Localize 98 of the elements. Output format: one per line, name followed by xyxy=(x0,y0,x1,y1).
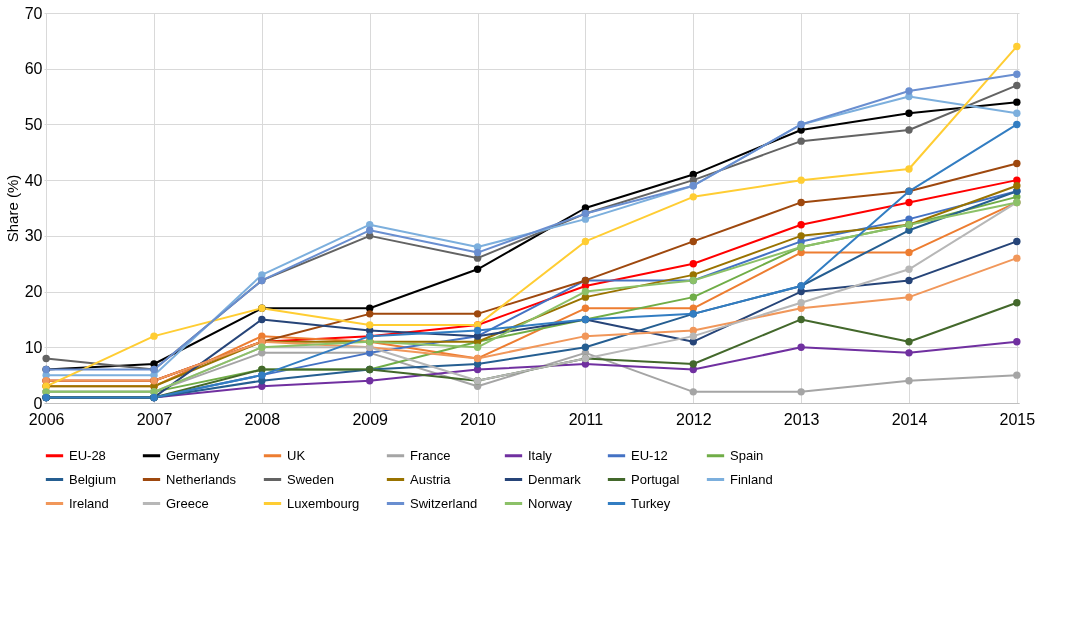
point xyxy=(42,354,50,363)
point xyxy=(581,237,590,246)
point xyxy=(1013,254,1021,262)
x-tick-label: 2007 xyxy=(136,410,173,428)
point xyxy=(581,332,590,340)
point xyxy=(905,126,913,134)
point xyxy=(1013,120,1021,129)
point xyxy=(797,176,805,184)
point xyxy=(1013,98,1021,106)
point xyxy=(689,293,697,301)
point xyxy=(366,377,374,385)
point xyxy=(1013,159,1021,168)
point xyxy=(905,198,913,207)
legend-label: Denmark xyxy=(528,471,582,487)
point xyxy=(1013,237,1021,246)
point xyxy=(1013,109,1021,117)
point xyxy=(797,232,805,240)
point xyxy=(366,226,374,234)
point xyxy=(150,332,158,340)
legend-label: Finland xyxy=(730,471,773,487)
legend-label: Netherlands xyxy=(166,471,237,487)
point xyxy=(473,326,482,335)
point xyxy=(689,332,697,340)
point xyxy=(905,293,913,301)
point xyxy=(797,221,805,229)
y-tick-label: 40 xyxy=(24,171,43,189)
legend-label: Italy xyxy=(528,447,553,463)
point xyxy=(797,137,805,145)
point xyxy=(905,377,913,385)
x-tick-label: 2012 xyxy=(675,410,712,428)
point xyxy=(581,343,590,351)
point xyxy=(366,321,374,329)
y-axis-title: Share (%) xyxy=(3,174,21,243)
point xyxy=(689,237,697,246)
point xyxy=(689,260,697,268)
point xyxy=(905,338,913,346)
y-tick-label: 10 xyxy=(24,338,43,356)
legend-label: Ireland xyxy=(69,495,109,511)
legend-label: Switzerland xyxy=(410,495,478,511)
point xyxy=(905,87,913,95)
point xyxy=(366,310,374,318)
x-tick-label: 2015 xyxy=(999,410,1036,428)
y-tick-label: 0 xyxy=(33,394,43,412)
x-tick-label: 2011 xyxy=(568,410,604,428)
point xyxy=(905,248,913,257)
legend-label: Sweden xyxy=(287,471,334,487)
point xyxy=(473,265,482,273)
x-tick-label: 2014 xyxy=(891,410,928,428)
point xyxy=(905,265,913,273)
point xyxy=(797,299,805,307)
legend-label: Turkey xyxy=(631,495,671,511)
point xyxy=(581,304,590,312)
point xyxy=(689,388,697,396)
y-tick-label: 20 xyxy=(24,283,43,301)
legend-label: EU-28 xyxy=(69,447,106,463)
legend-label: Belgium xyxy=(69,471,116,487)
point xyxy=(1013,70,1021,78)
legend-label: Spain xyxy=(730,447,764,463)
point xyxy=(797,343,805,351)
point xyxy=(473,310,482,318)
point xyxy=(905,276,913,285)
point xyxy=(1013,299,1021,307)
legend-label: UK xyxy=(287,447,306,463)
x-tick-label: 2013 xyxy=(783,410,820,428)
point xyxy=(258,315,266,324)
x-tick-label: 2010 xyxy=(460,410,496,428)
point xyxy=(797,388,805,396)
x-tick-label: 2006 xyxy=(28,410,65,428)
legend-label: Germany xyxy=(166,447,220,463)
point xyxy=(797,198,805,207)
y-tick-label: 50 xyxy=(24,115,43,133)
legend-label: Luxembourg xyxy=(287,495,360,511)
point xyxy=(1013,42,1021,51)
x-tick-label: 2008 xyxy=(244,410,281,428)
legend-label: EU-12 xyxy=(631,447,668,463)
point xyxy=(905,109,913,117)
legend-label: Austria xyxy=(410,471,452,487)
legend-label: France xyxy=(410,447,451,463)
y-tick-label: 60 xyxy=(24,60,43,78)
x-tick-label: 2009 xyxy=(352,410,389,428)
point xyxy=(473,343,482,351)
point xyxy=(473,248,482,257)
y-tick-label: 30 xyxy=(24,227,43,245)
point xyxy=(905,165,913,173)
point xyxy=(797,315,805,324)
point xyxy=(689,193,697,201)
point xyxy=(905,349,913,357)
point xyxy=(1013,371,1021,379)
point xyxy=(905,92,913,101)
point xyxy=(1013,338,1021,346)
point xyxy=(689,360,697,368)
point xyxy=(1013,81,1021,90)
point xyxy=(581,287,590,296)
legend-label: Portugal xyxy=(631,471,680,487)
y-tick-label: 70 xyxy=(24,4,43,22)
point xyxy=(1013,182,1021,190)
legend-label: Greece xyxy=(166,495,209,511)
legend-label: Norway xyxy=(528,495,573,511)
